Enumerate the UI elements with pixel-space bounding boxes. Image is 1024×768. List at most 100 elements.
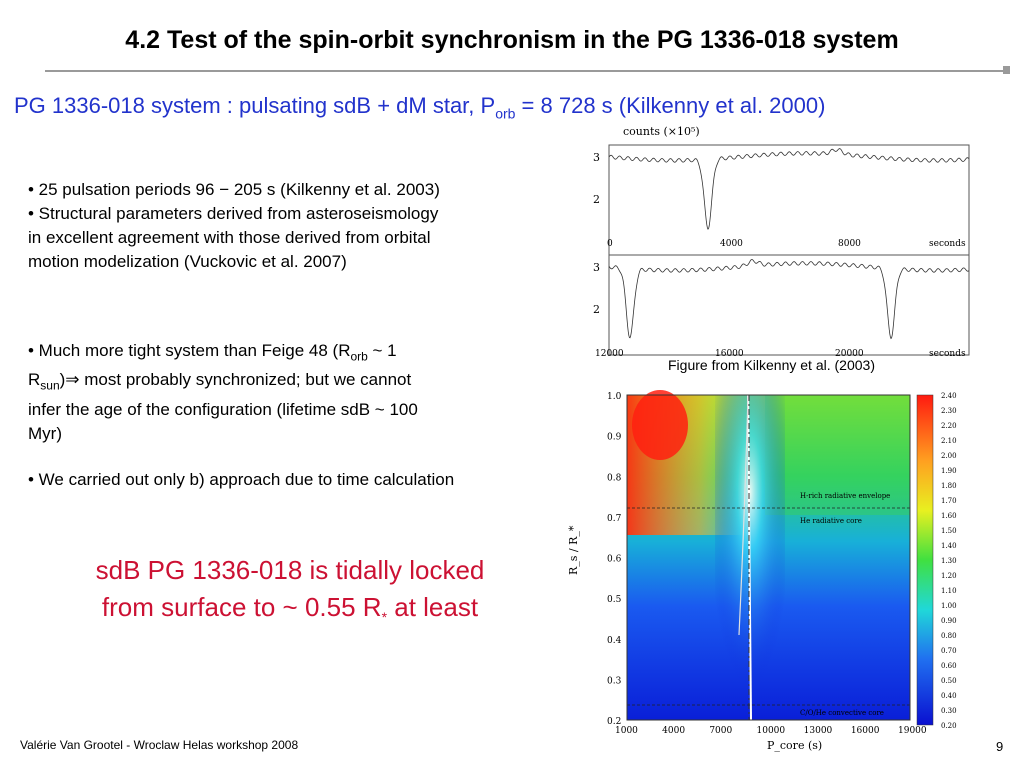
heatmap-frame bbox=[626, 394, 911, 721]
x-tick-label: 1000 bbox=[615, 726, 638, 736]
y-tick-label: 3 bbox=[593, 261, 600, 274]
subtitle-main: PG 1336-018 system : pulsating sdB + dM … bbox=[14, 93, 496, 118]
y-tick-label: 0.5 bbox=[607, 595, 622, 605]
light-curve-1 bbox=[608, 148, 970, 230]
colorbar-tick-label: 1.00 bbox=[941, 602, 957, 610]
colorbar-tick-label: 1.70 bbox=[941, 497, 957, 505]
x-tick-label: 4000 bbox=[720, 239, 743, 249]
y-tick-label: 0.6 bbox=[607, 555, 622, 565]
colorbar-tick-label: 2.30 bbox=[941, 407, 957, 415]
colorbar-tick-label: 1.40 bbox=[941, 542, 957, 550]
contour-line bbox=[738, 394, 749, 636]
heatmap-figure: H-rich radiative envelope He radiative c… bbox=[567, 390, 957, 752]
heatmap-ylabel: R_s / R_* bbox=[567, 525, 580, 575]
page-number: 9 bbox=[996, 739, 1004, 754]
resonance-line bbox=[747, 394, 752, 721]
conclusion-text-b: at least bbox=[387, 592, 479, 622]
bullet-text: • Much more tight system than Feige 48 (… bbox=[28, 341, 351, 360]
colorbar-tick-label: 1.30 bbox=[941, 557, 957, 565]
footer-text: Valérie Van Grootel - Wroclaw Helas work… bbox=[20, 738, 299, 752]
bullet-line: • We carried out only b) approach due to… bbox=[28, 470, 455, 489]
colorbar-tick-label: 1.60 bbox=[941, 512, 957, 520]
colorbar bbox=[916, 394, 934, 726]
conclusion-sub: * bbox=[381, 609, 388, 626]
x-tick-label: 0 bbox=[607, 239, 613, 249]
y-tick-label: 0.7 bbox=[607, 514, 622, 524]
colorbar-tick-label: 1.10 bbox=[941, 587, 957, 595]
bullet-block-2: • Much more tight system than Feige 48 (… bbox=[28, 339, 563, 446]
bullet-line: • 25 pulsation periods 96 − 205 s (Kilke… bbox=[28, 180, 440, 199]
light-curve-figure: counts (×10⁵) 3 2 0 4000 8000 seconds 3 … bbox=[593, 125, 970, 359]
bullet-sub: sun bbox=[40, 378, 60, 393]
bullet-line: • Structural parameters derived from ast… bbox=[28, 204, 439, 223]
x-tick-label: 20000 bbox=[835, 349, 864, 359]
heatmap-xlabel: P_core (s) bbox=[767, 739, 822, 752]
x-tick-label: 19000 bbox=[898, 726, 927, 736]
x-tick-label: 4000 bbox=[662, 726, 685, 736]
conclusion-text-a: from surface to ~ 0.55 R bbox=[101, 592, 382, 622]
x-axis-label: seconds bbox=[929, 239, 966, 249]
y-tick-label: 2 bbox=[593, 193, 600, 206]
colorbar-tick-label: 0.80 bbox=[941, 632, 957, 640]
colorbar-ticks: 2.40 2.30 2.20 2.10 2.00 1.90 1.80 1.70 1.60 1.50… bbox=[941, 392, 957, 730]
colorbar-tick-label: 0.50 bbox=[941, 677, 957, 685]
conclusion-line-2: from surface to ~ 0.55 R* at least bbox=[30, 589, 550, 636]
bullet-text: )⇒ most probably synchronized; but we ca… bbox=[59, 370, 412, 390]
colorbar-tick-label: 1.90 bbox=[941, 467, 957, 475]
colorbar-tick-label: 1.20 bbox=[941, 572, 957, 580]
x-tick-label: 8000 bbox=[838, 239, 861, 249]
x-tick-label: 7000 bbox=[709, 726, 732, 736]
y-tick-label: 0.4 bbox=[607, 636, 622, 646]
colorbar-tick-label: 2.20 bbox=[941, 422, 957, 430]
colorbar-tick-label: 2.40 bbox=[941, 392, 957, 400]
heatmap-green-region bbox=[765, 395, 910, 515]
light-curve-panel-1 bbox=[608, 144, 970, 256]
bullet-text: ~ 1 bbox=[367, 341, 397, 360]
bullet-line: Myr) bbox=[28, 423, 62, 443]
bullet-line: Rsun)⇒ most probably synchronized; but w… bbox=[28, 368, 563, 397]
colorbar-tick-label: 0.70 bbox=[941, 647, 957, 655]
bullet-line: in excellent agreement with those derive… bbox=[28, 228, 431, 247]
annotation-envelope: H-rich radiative envelope bbox=[800, 492, 890, 500]
subtitle-rest: = 8 728 s (Kilkenny et al. 2000) bbox=[515, 93, 826, 118]
conclusion-line-1: sdB PG 1336-018 is tidally locked bbox=[95, 555, 485, 585]
divider-end-mark bbox=[1003, 66, 1010, 74]
colorbar-tick-label: 2.00 bbox=[941, 452, 957, 460]
annotation-conv-core: C/O/He convective core bbox=[800, 709, 884, 717]
x-tick-label: 16000 bbox=[715, 349, 744, 359]
y-tick-label: 3 bbox=[593, 151, 600, 164]
annotation-he-core: He radiative core bbox=[800, 517, 862, 525]
x-tick-label: 12000 bbox=[595, 349, 624, 359]
heatmap-y-ticks: 1.0 0.9 0.8 0.7 0.6 0.5 0.4 0.3 0.2 bbox=[607, 392, 622, 727]
colorbar-tick-label: 0.60 bbox=[941, 662, 957, 670]
x-axis-label: seconds bbox=[929, 349, 966, 359]
bullet-line: • Much more tight system than Feige 48 (… bbox=[28, 339, 563, 368]
figure-caption: Figure from Kilkenny et al. (2003) bbox=[668, 357, 875, 373]
x-tick-label: 13000 bbox=[804, 726, 833, 736]
heatmap-peak bbox=[632, 390, 688, 460]
y-tick-label: 0.3 bbox=[607, 676, 622, 686]
colorbar-tick-label: 1.80 bbox=[941, 482, 957, 490]
title-divider bbox=[45, 70, 1007, 72]
y-tick-label: 1.0 bbox=[607, 392, 622, 402]
slide-title: 4.2 Test of the spin-orbit synchronism i… bbox=[125, 26, 899, 54]
conclusion-text: sdB PG 1336-018 is tidally locked from s… bbox=[30, 552, 550, 636]
slide-subtitle: PG 1336-018 system : pulsating sdB + dM … bbox=[14, 93, 825, 121]
heatmap-x-ticks: 1000 4000 7000 10000 13000 16000 19000 bbox=[615, 726, 927, 736]
colorbar-tick-label: 0.20 bbox=[941, 722, 957, 730]
y-tick-label: 2 bbox=[593, 303, 600, 316]
y-tick-label: 0.9 bbox=[607, 433, 622, 443]
bullet-block-3: • We carried out only b) approach due to… bbox=[28, 468, 573, 492]
bullet-line: motion modelization (Vuckovic et al. 200… bbox=[28, 252, 347, 271]
bullet-sub: orb bbox=[350, 349, 368, 364]
y-tick-label: 0.2 bbox=[607, 717, 621, 727]
colorbar-tick-label: 0.90 bbox=[941, 617, 957, 625]
colorbar-tick-label: 1.50 bbox=[941, 527, 957, 535]
colorbar-tick-label: 0.30 bbox=[941, 707, 957, 715]
y-tick-label: 0.8 bbox=[607, 473, 622, 483]
bullet-line: infer the age of the configuration (life… bbox=[28, 399, 418, 419]
light-curve-ylabel: counts (×10⁵) bbox=[623, 125, 700, 138]
x-tick-label: 10000 bbox=[757, 726, 786, 736]
subtitle-sub: orb bbox=[495, 105, 516, 122]
bullet-text: R bbox=[28, 370, 41, 390]
